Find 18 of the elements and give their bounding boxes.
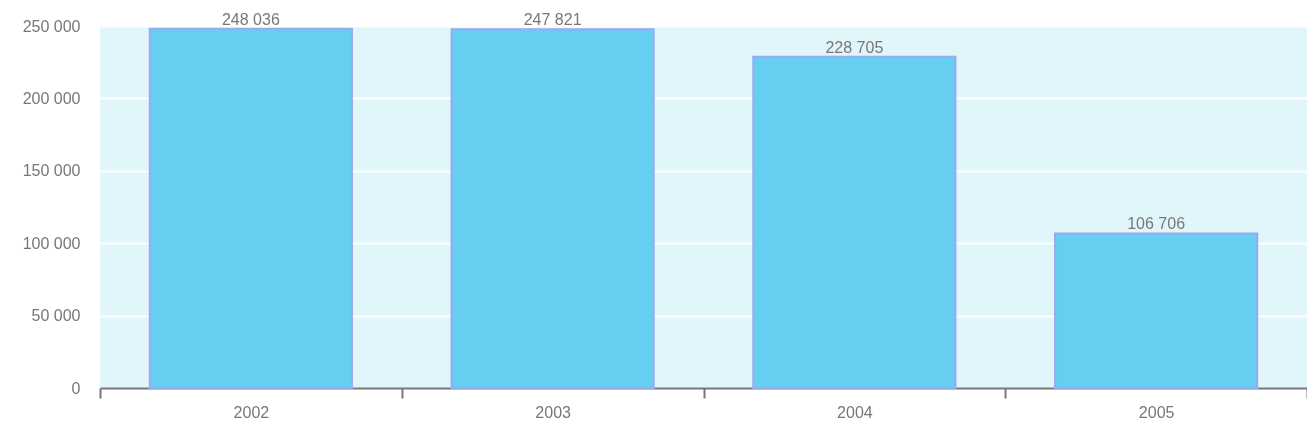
y-tick-label: 100 000 — [22, 234, 81, 252]
data-label: 247 821 — [523, 11, 582, 29]
data-label: 228 705 — [825, 38, 884, 56]
y-tick-label: 0 — [71, 379, 81, 397]
y-tick-label: 250 000 — [22, 17, 81, 35]
x-tick-label: 2002 — [233, 403, 270, 421]
bar — [450, 28, 655, 389]
x-tick-label: 2005 — [1138, 403, 1175, 421]
data-label: 106 706 — [1127, 215, 1186, 233]
y-tick-label: 200 000 — [22, 89, 81, 107]
x-tick-label: 2003 — [535, 403, 572, 421]
y-tick-label: 50 000 — [31, 307, 81, 325]
data-label: 248 036 — [221, 10, 280, 28]
bar — [752, 55, 957, 389]
bar — [1054, 232, 1259, 389]
bar — [148, 27, 353, 389]
x-tick-label: 2004 — [837, 403, 873, 421]
y-tick-label: 150 000 — [22, 162, 81, 180]
